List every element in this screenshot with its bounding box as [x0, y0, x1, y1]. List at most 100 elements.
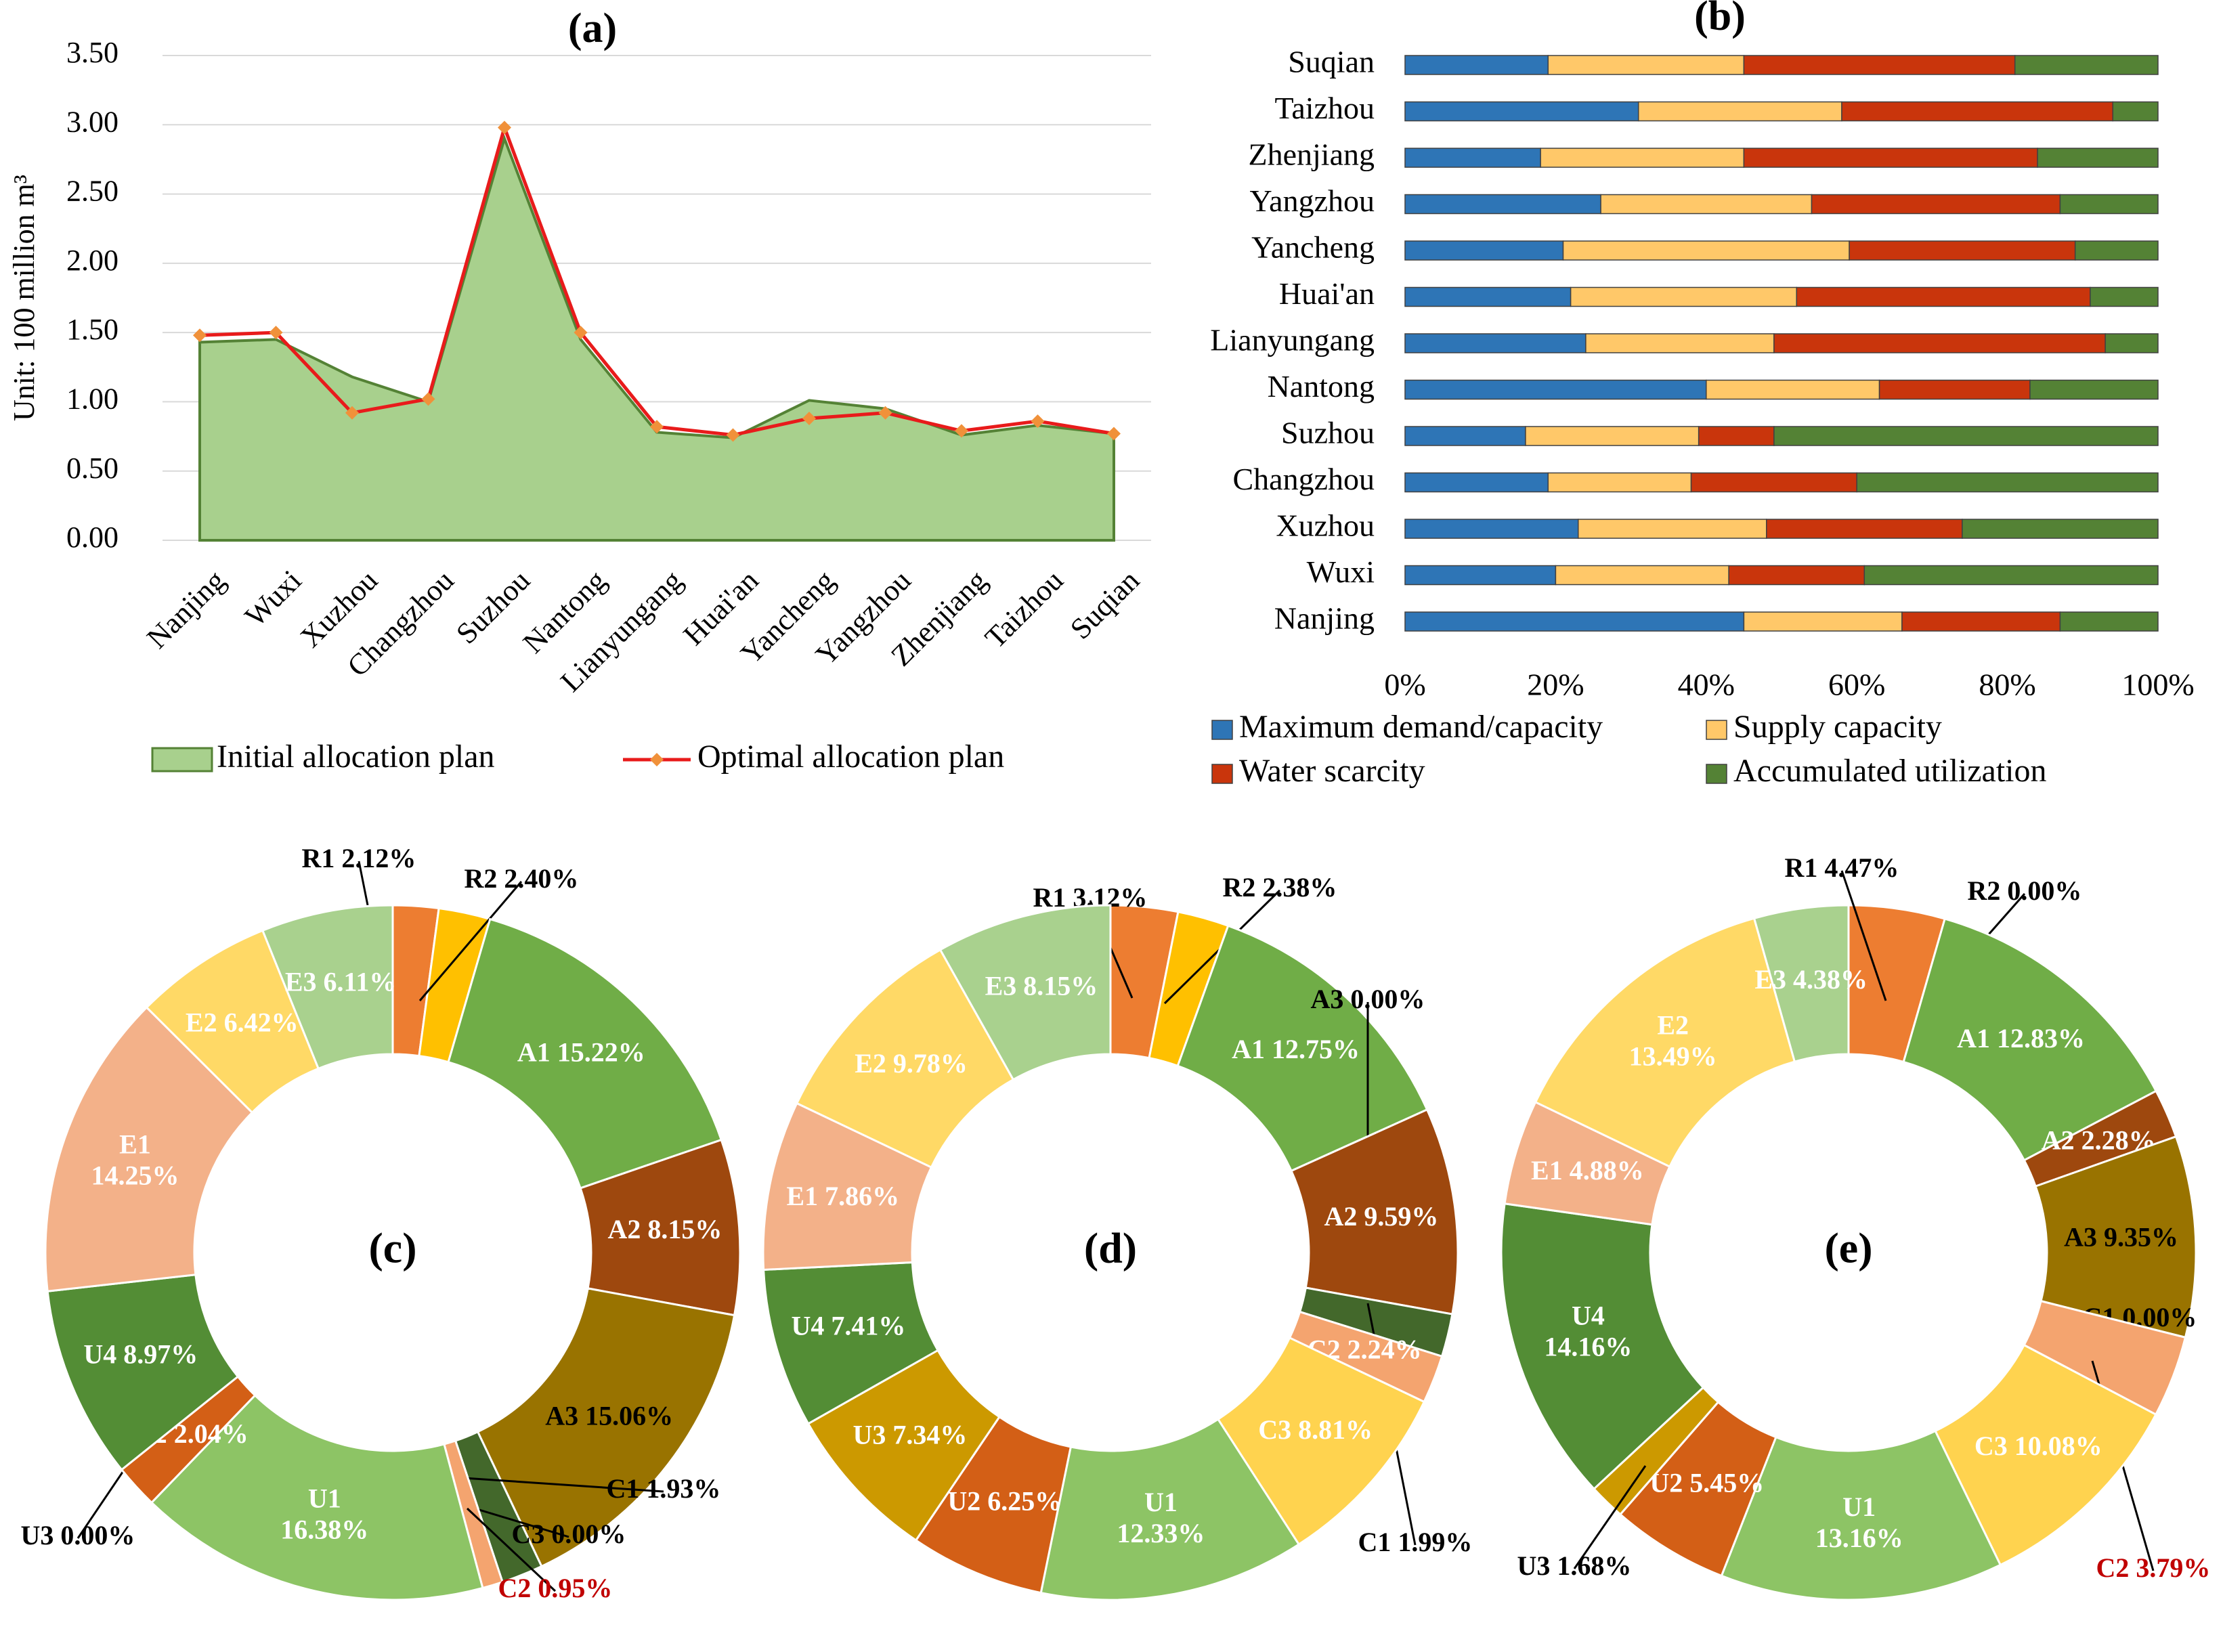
slice-label: 13.16%	[1815, 1523, 1903, 1553]
bar-segment-accumulated-utilization	[2059, 611, 2159, 632]
bar-segment-maximum-demand-capacity	[1404, 286, 1572, 307]
slice-label: U2 5.45%	[1649, 1468, 1764, 1498]
bar-segment-accumulated-utilization	[2112, 101, 2159, 122]
panel-d-label: (d)	[1084, 1224, 1137, 1272]
bar-segment-water-scarcity	[1698, 426, 1775, 446]
slice-label: U3 1.68%	[1517, 1550, 1632, 1581]
slice-label: U4	[1572, 1301, 1605, 1331]
slice-label: E2	[1657, 1010, 1689, 1041]
y-category-label: Xuzhou	[1276, 508, 1375, 543]
y-axis-label: Unit: 100 million m³	[7, 175, 41, 421]
bar-segment-supply-capacity	[1585, 333, 1775, 353]
bar-segment-maximum-demand-capacity	[1404, 472, 1549, 493]
y-category-label: Nantong	[1268, 369, 1375, 404]
slice-label: E2 9.78%	[855, 1048, 968, 1079]
panel-e-label: (e)	[1824, 1224, 1872, 1272]
slice-label: A2 8.15%	[607, 1214, 722, 1244]
slice-label: E1 7.86%	[786, 1181, 899, 1211]
bar-segment-maximum-demand-capacity	[1404, 148, 1541, 168]
bar-segment-water-scarcity	[1773, 333, 2106, 353]
bar-segment-accumulated-utilization	[2090, 286, 2159, 307]
bar-segment-supply-capacity	[1547, 55, 1745, 75]
bar-segment-accumulated-utilization	[1863, 565, 2159, 586]
bar-segment-supply-capacity	[1637, 101, 1842, 122]
slice-label: A3 9.35%	[2064, 1221, 2178, 1252]
panel-b-label: (b)	[1694, 0, 1746, 39]
bar-segment-accumulated-utilization	[1962, 519, 2159, 539]
y-category-label: Nanjing	[1274, 601, 1375, 636]
optimal-point	[421, 392, 435, 406]
y-tick-label: 2.00	[66, 244, 118, 277]
slice-label: C3 10.08%	[1974, 1431, 2102, 1461]
donut-slice-e3	[1752, 904, 1850, 1063]
bar-segment-maximum-demand-capacity	[1404, 240, 1564, 261]
bar-segment-maximum-demand-capacity	[1404, 55, 1549, 75]
slice-label: C1 1.93%	[607, 1473, 721, 1504]
x-tick-label: 100%	[2121, 668, 2194, 702]
bar-segment-water-scarcity	[1901, 611, 2061, 632]
bar-segment-supply-capacity	[1547, 472, 1692, 493]
slice-label: E1 4.88%	[1531, 1155, 1644, 1186]
slice-label: A1 15.22%	[517, 1037, 645, 1068]
panel-b-stacked-bar-chart: (b) Suqian Taizhou Zhenjiang Yangzhou Yanchen…	[1210, 0, 2194, 789]
x-tick-label: 40%	[1678, 668, 1735, 702]
slice-label: E2 6.42%	[186, 1007, 299, 1037]
callout-line	[463, 1477, 664, 1493]
bar-segment-accumulated-utilization	[1773, 426, 2159, 446]
bar-segment-maximum-demand-capacity	[1404, 101, 1639, 122]
bar-segment-water-scarcity	[1811, 194, 2061, 215]
panel-e-donut-chart: R1 4.47%R2 0.00%A1 12.83%A2 2.28%A3 9.35…	[1500, 852, 2211, 1601]
y-category-label: Huai'an	[1279, 276, 1375, 311]
y-category-label: Changzhou	[1232, 462, 1375, 496]
bar-segment-water-scarcity	[1766, 519, 1963, 539]
slice-label: E3 8.15%	[985, 970, 1098, 1001]
slice-label: E1	[119, 1129, 151, 1159]
callout-line	[466, 1507, 557, 1592]
legend-label-water-scarcity: Water scarcity	[1239, 753, 1425, 789]
donut-slice-a1	[447, 917, 723, 1190]
slice-label: C2 3.79%	[2096, 1552, 2211, 1583]
slice-label: 14.16%	[1544, 1332, 1632, 1362]
bar-segment-accumulated-utilization	[2014, 55, 2159, 75]
slice-label: U1	[308, 1483, 341, 1513]
bar-segment-water-scarcity	[1743, 55, 2016, 75]
slice-label: R2 2.38%	[1223, 872, 1337, 903]
slice-label: U3 0.00%	[21, 1520, 135, 1550]
x-tick-label: 80%	[1979, 668, 2035, 702]
y-category-label: Suqian	[1288, 45, 1375, 79]
donut-slice-a1	[1902, 917, 2158, 1162]
slice-label: U4 7.41%	[792, 1310, 906, 1341]
bar-segment-water-scarcity	[1690, 472, 1857, 493]
bar-segment-supply-capacity	[1555, 565, 1729, 586]
donut-slice-u1	[1720, 1429, 2002, 1601]
legend-marker-optimal	[650, 753, 664, 766]
slice-label: A1 12.83%	[1957, 1023, 2085, 1053]
optimal-point	[650, 420, 664, 434]
bar-segment-water-scarcity	[1728, 565, 1865, 586]
slice-label: U1	[1842, 1492, 1876, 1522]
optimal-point	[955, 424, 968, 438]
slice-label: A3 15.06%	[545, 1401, 673, 1431]
bar-segment-accumulated-utilization	[2029, 379, 2159, 400]
slice-label: A2 9.59%	[1324, 1201, 1439, 1232]
optimal-point	[574, 326, 588, 340]
legend-swatch-supply-capacity	[1706, 720, 1727, 740]
y-category-label: Yangzhou	[1250, 183, 1375, 218]
bar-segment-maximum-demand-capacity	[1404, 611, 1745, 632]
donut-slice-e2	[1534, 917, 1796, 1169]
optimal-point	[269, 326, 283, 340]
donut-slice-u1	[1039, 1418, 1301, 1601]
y-tick-label: 0.50	[66, 452, 118, 485]
y-category-label: Lianyungang	[1210, 323, 1375, 357]
y-category-label: Wuxi	[1307, 555, 1375, 589]
panel-a-label: (a)	[568, 5, 617, 51]
slice-label: C3 0.00%	[512, 1519, 626, 1549]
y-tick-label: 0.00	[66, 521, 118, 554]
optimal-point	[345, 406, 359, 420]
x-tick-label: 20%	[1527, 668, 1584, 702]
y-tick-label: 3.50	[66, 36, 118, 69]
legend-label-maximum-demand-capacity: Maximum demand/capacity	[1239, 709, 1603, 745]
y-category-label: Zhenjiang	[1249, 137, 1375, 172]
slice-label: R2 2.40%	[465, 863, 579, 894]
bar-segment-supply-capacity	[1578, 519, 1767, 539]
